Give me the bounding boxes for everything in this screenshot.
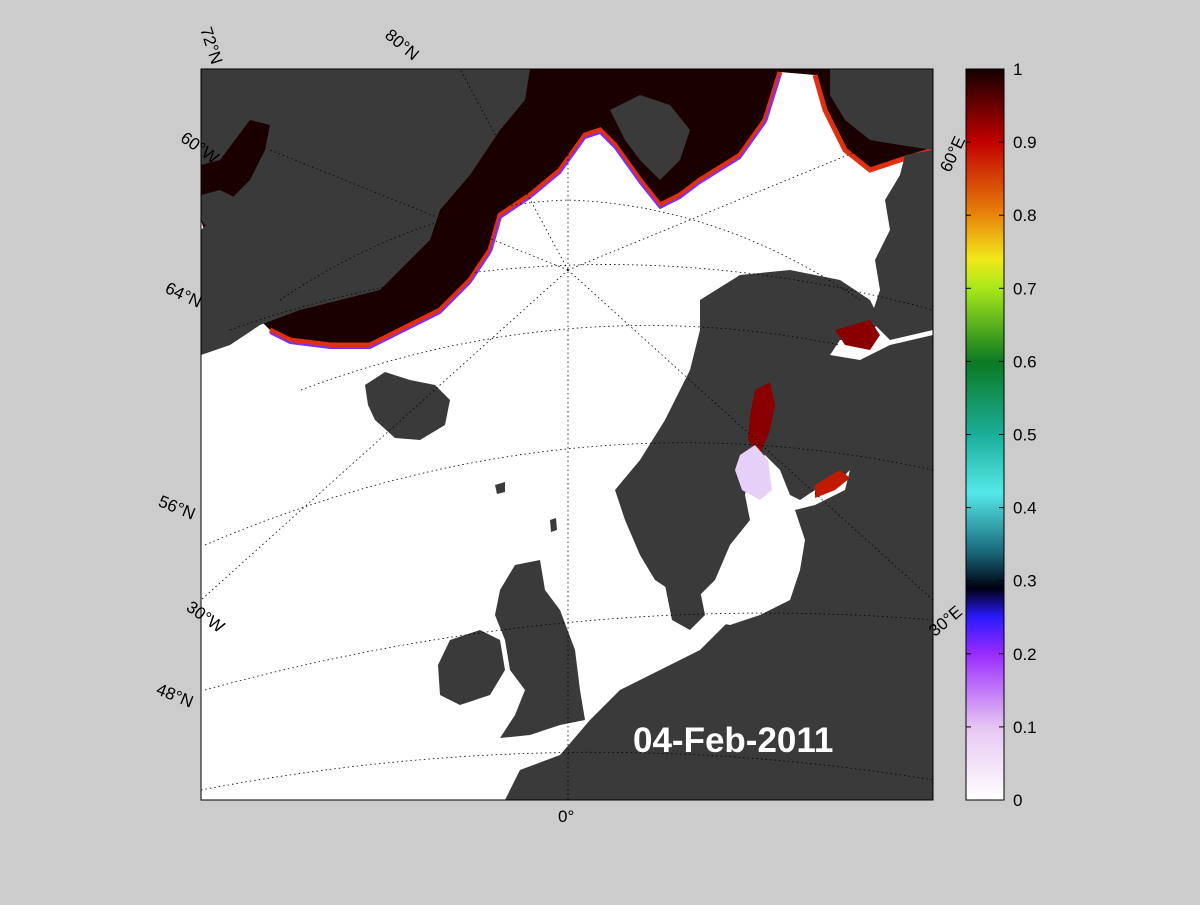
parallel-40 xyxy=(201,751,933,791)
colorbar-tick-label: 0 xyxy=(1013,791,1022,810)
colorbar-tick-label: 0.7 xyxy=(1013,279,1037,298)
label-48n: 48°N xyxy=(154,680,196,712)
parallel-72 xyxy=(229,264,933,331)
date-label: 04-Feb-2011 xyxy=(633,721,833,760)
label-80n: 80°N xyxy=(381,25,422,64)
denmark xyxy=(665,575,705,630)
colorbar-tick-label: 0.3 xyxy=(1013,572,1037,591)
svalbard xyxy=(610,95,690,180)
shetland xyxy=(550,518,557,532)
colorbar-tick-label: 0.8 xyxy=(1013,206,1037,225)
ice-edge-low xyxy=(269,74,781,349)
colorbar-tick-label: 0.2 xyxy=(1013,645,1037,664)
great-britain xyxy=(495,560,585,738)
scandinavia-europe xyxy=(505,270,933,800)
greenland xyxy=(201,69,530,355)
colorbar-tick-label: 1 xyxy=(1013,60,1022,79)
iceland xyxy=(365,372,450,440)
label-56n: 56°N xyxy=(156,492,198,524)
finland-gulf-ice xyxy=(815,470,850,498)
colorbar-tick-label: 0.6 xyxy=(1013,352,1037,371)
greenland-west xyxy=(201,190,240,225)
colorbar-tick-label: 0.9 xyxy=(1013,133,1037,152)
parallel-80 xyxy=(279,199,861,301)
graticule xyxy=(201,69,933,800)
colorbar-tick-label: 0.5 xyxy=(1013,426,1037,445)
meridian-30e xyxy=(567,269,933,601)
colorbar-tick-label: 0.4 xyxy=(1013,499,1037,518)
meridian-90w xyxy=(459,69,569,271)
ireland xyxy=(438,630,505,705)
white-sea-ice xyxy=(835,320,880,350)
bothnia-ice xyxy=(748,382,775,455)
meridian-60e xyxy=(567,149,861,271)
label-64n: 64°N xyxy=(162,278,204,311)
bothnia-thin-ice xyxy=(735,445,772,500)
label-72n: 72°N xyxy=(196,25,226,67)
map-area xyxy=(201,69,933,800)
map-border xyxy=(200,68,934,801)
colorbar-tick-label: 0.1 xyxy=(1013,718,1037,737)
faroe-islands xyxy=(495,482,505,494)
label-60e: 60°E xyxy=(936,133,969,175)
ice-edge-rim xyxy=(268,71,783,348)
meridian-30w xyxy=(201,269,569,601)
novaya-zemlya xyxy=(830,69,933,150)
russia-north xyxy=(870,150,933,340)
colorbar-ticks: 0 0.1 0.2 0.3 0.4 0.5 0.6 0.7 0.8 0.9 1 xyxy=(966,60,1037,810)
colorbar xyxy=(965,68,1005,801)
parallel-48b xyxy=(204,612,933,691)
baltic-sea xyxy=(700,470,850,625)
label-0: 0° xyxy=(558,807,574,826)
